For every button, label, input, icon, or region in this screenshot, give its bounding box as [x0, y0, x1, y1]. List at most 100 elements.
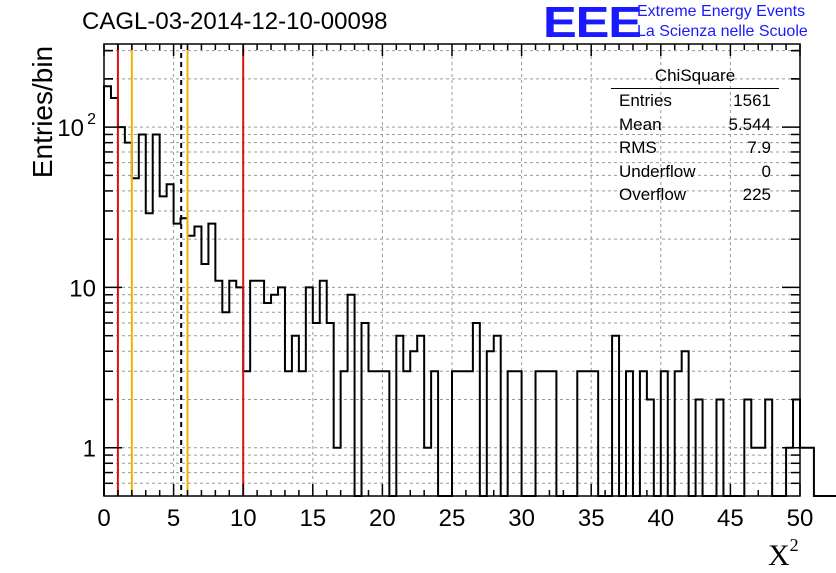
x-tick-label: 0	[97, 505, 110, 532]
histogram-bin	[487, 351, 494, 496]
y-tick-label-exponent: 2	[87, 111, 96, 128]
histogram-bin	[612, 336, 619, 496]
stats-value: 7.9	[747, 138, 771, 157]
stats-title: ChiSquare	[611, 66, 779, 89]
histogram-bin	[640, 371, 647, 496]
histogram-bin	[104, 86, 111, 496]
histogram-bin	[243, 371, 250, 496]
x-tick-label: 40	[647, 505, 674, 532]
histogram-bin	[466, 371, 473, 496]
histogram-bin	[327, 323, 334, 496]
histogram-bin	[515, 371, 522, 496]
histogram-bin	[410, 351, 417, 496]
histogram-bin	[396, 336, 403, 496]
histogram-bin	[306, 287, 313, 496]
histogram-bin	[236, 287, 243, 496]
histogram-bin	[382, 371, 389, 496]
histogram-bin	[452, 371, 459, 496]
histogram-bin	[160, 196, 167, 496]
stats-row-underflow: Underflow 0	[611, 160, 779, 184]
stats-label: RMS	[619, 138, 657, 157]
histogram-bin	[139, 134, 146, 496]
histogram-bin	[626, 371, 633, 496]
histogram-bin	[153, 134, 160, 496]
histogram-bin	[807, 448, 814, 496]
ticks-layer	[103, 44, 801, 496]
stats-box: ChiSquare Entries 1561 Mean 5.544 RMS 7.…	[611, 66, 779, 207]
histogram-bin	[431, 371, 438, 496]
histogram-bin	[536, 371, 543, 496]
histogram-bin	[125, 143, 132, 496]
histogram-bin	[341, 371, 348, 496]
x-axis-label-base: X	[768, 539, 790, 572]
histogram-bin	[362, 323, 369, 496]
eee-logo: EEE	[543, 0, 642, 47]
histogram-bin	[285, 371, 292, 496]
histogram-bin	[271, 295, 278, 496]
x-tick-label: 5	[167, 505, 180, 532]
histogram-bin	[675, 371, 682, 496]
y-tick-label: 1	[83, 436, 96, 463]
y-tick-label: 10	[57, 115, 84, 142]
y-tick-label: 10	[69, 275, 96, 302]
x-axis-label-sup: 2	[789, 535, 799, 555]
histogram-bin	[222, 312, 229, 496]
stats-row-overflow: Overflow 225	[611, 183, 779, 207]
histogram-bin	[368, 371, 375, 496]
stats-value: 5.544	[728, 114, 771, 134]
histogram-bin	[682, 351, 689, 496]
histogram-bin	[188, 236, 195, 496]
histogram-bin	[167, 184, 174, 496]
histogram-bin	[473, 323, 480, 496]
stats-label: Mean	[619, 114, 662, 134]
histogram-bin	[118, 127, 125, 496]
x-tick-label: 10	[230, 505, 257, 532]
histogram-bin	[549, 371, 556, 496]
histogram-bin	[348, 295, 355, 496]
x-tick-label: 15	[299, 505, 326, 532]
histogram-bin	[181, 218, 188, 496]
histogram-bin	[201, 264, 208, 496]
histogram-bin	[403, 371, 410, 496]
stats-value: 0	[761, 161, 771, 181]
histogram-bin	[542, 371, 549, 496]
histogram-bin	[459, 371, 466, 496]
stats-label: Underflow	[619, 161, 696, 181]
logo-line-1: Extreme Energy Events	[637, 3, 806, 20]
histogram-bin	[111, 98, 118, 496]
stats-row-entries: Entries 1561	[611, 89, 779, 113]
x-tick-label: 45	[717, 505, 744, 532]
x-tick-label: 50	[787, 505, 814, 532]
histogram-bin	[146, 213, 153, 496]
x-tick-label: 25	[439, 505, 466, 532]
histogram-bin	[278, 287, 285, 496]
histogram-bin	[375, 371, 382, 496]
reference-lines-layer	[116, 44, 245, 496]
histogram-bin	[132, 178, 139, 496]
chart-title: CAGL-03-2014-12-10-00098	[82, 8, 388, 35]
histogram-bin	[591, 371, 598, 496]
stats-value: 1561	[733, 91, 771, 110]
x-tick-label: 35	[578, 505, 605, 532]
histogram-bin	[800, 448, 807, 496]
histogram-bin	[417, 336, 424, 496]
stats-value: 225	[742, 185, 771, 204]
histogram-bin	[584, 371, 591, 496]
histogram-bin	[661, 371, 668, 496]
histogram-bin	[577, 371, 584, 496]
stats-row-mean: Mean 5.544	[611, 113, 779, 137]
histogram-bin	[494, 336, 501, 496]
stats-label: Entries	[619, 91, 672, 110]
histogram-bin	[313, 323, 320, 496]
x-tick-label: 30	[508, 505, 535, 532]
logo-line-2: La Scienza nelle Scuole	[637, 23, 808, 40]
x-axis-label: X2	[768, 535, 799, 573]
histogram-bin	[292, 336, 299, 496]
histogram-bin	[508, 371, 515, 496]
stats-row-rms: RMS 7.9	[611, 136, 779, 160]
y-axis-label: Entries/bin	[27, 45, 58, 179]
stats-label: Overflow	[619, 185, 687, 204]
x-tick-label: 20	[369, 505, 396, 532]
